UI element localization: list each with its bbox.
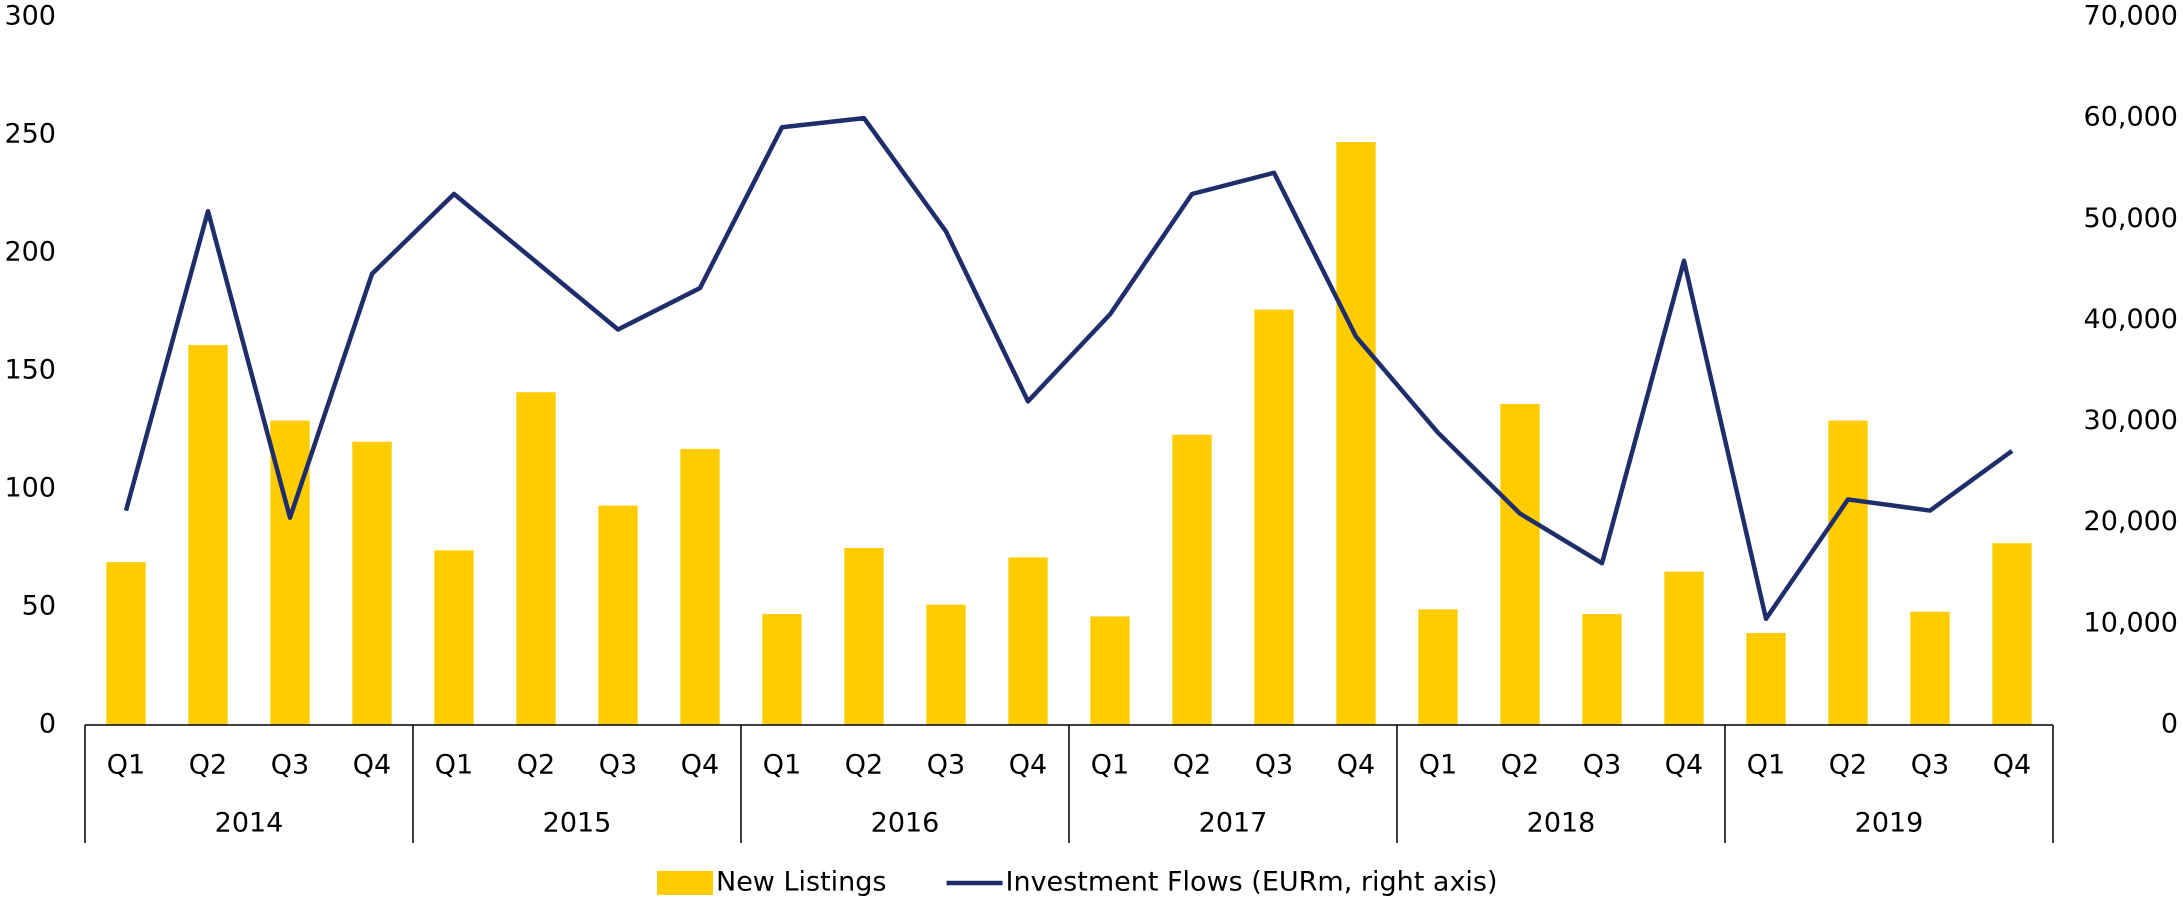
bar xyxy=(1254,309,1294,725)
x-tick-label: Q4 xyxy=(1665,750,1703,781)
bar xyxy=(516,392,556,725)
y-tick-label: 50 xyxy=(22,591,56,622)
bar xyxy=(680,448,720,725)
bar xyxy=(1992,543,2032,725)
line xyxy=(123,115,2014,622)
x-tick-label: Q3 xyxy=(599,750,637,781)
y-tick-label: 250 xyxy=(4,119,56,150)
x-tick-label: Q2 xyxy=(189,750,227,781)
group-label: 2019 xyxy=(1855,808,1924,839)
x-tick-label: Q4 xyxy=(1337,750,1375,781)
x-tick-label: Q3 xyxy=(271,750,309,781)
group-label: 2017 xyxy=(1199,808,1268,839)
y-tick-label: 200 xyxy=(4,237,56,268)
group-label: 2014 xyxy=(215,808,284,839)
legend-label: Investment Flows (EURm, right axis) xyxy=(1006,867,1498,898)
bar xyxy=(1336,142,1376,725)
bar xyxy=(352,441,392,725)
bar xyxy=(1582,614,1622,725)
x-tick-label: Q4 xyxy=(1993,750,2031,781)
y-tick-label: 100 xyxy=(4,473,56,504)
x-tick-label: Q1 xyxy=(107,750,145,781)
bar xyxy=(926,604,966,725)
bar xyxy=(762,614,802,725)
y-tick-label: 150 xyxy=(4,355,56,386)
bar xyxy=(1664,571,1704,725)
bar xyxy=(106,562,146,725)
bar xyxy=(1500,404,1540,725)
legend-label: New Listings xyxy=(716,867,887,898)
bar xyxy=(598,505,638,725)
x-tick-label: Q2 xyxy=(1829,750,1867,781)
x-tick-label: Q3 xyxy=(1255,750,1293,781)
group-label: 2015 xyxy=(543,808,612,839)
x-tick-label: Q1 xyxy=(1747,750,1785,781)
y2-tick-label: 0 xyxy=(2161,709,2178,740)
x-tick-label: Q2 xyxy=(1501,750,1539,781)
bar xyxy=(188,345,228,725)
y-tick-label: 0 xyxy=(39,709,56,740)
x-tick-label: Q4 xyxy=(353,750,391,781)
x-tick-label: Q1 xyxy=(1091,750,1129,781)
x-tick-label: Q1 xyxy=(763,750,801,781)
bar xyxy=(1910,611,1950,725)
x-tick-label: Q1 xyxy=(435,750,473,781)
bar xyxy=(1746,632,1786,725)
bar xyxy=(1172,434,1212,725)
x-tick-label: Q3 xyxy=(1911,750,1949,781)
bar xyxy=(1090,616,1130,725)
y2-tick-label: 40,000 xyxy=(2084,304,2178,335)
group-label: 2016 xyxy=(871,808,940,839)
bar xyxy=(1418,609,1458,725)
y2-tick-label: 50,000 xyxy=(2084,203,2178,234)
x-tick-label: Q2 xyxy=(517,750,555,781)
group-label: 2018 xyxy=(1527,808,1596,839)
y-tick-label: 300 xyxy=(4,1,56,32)
bar xyxy=(844,548,884,725)
x-tick-label: Q4 xyxy=(1009,750,1047,781)
x-tick-label: Q4 xyxy=(681,750,719,781)
y2-tick-label: 30,000 xyxy=(2084,405,2178,436)
x-tick-label: Q3 xyxy=(1583,750,1621,781)
bar xyxy=(1828,420,1868,725)
bar xyxy=(1008,557,1048,725)
x-tick-label: Q2 xyxy=(845,750,883,781)
x-tick-label: Q1 xyxy=(1419,750,1457,781)
y2-tick-label: 10,000 xyxy=(2084,607,2178,638)
x-tick-label: Q3 xyxy=(927,750,965,781)
y2-tick-label: 70,000 xyxy=(2084,1,2178,32)
y2-tick-label: 20,000 xyxy=(2084,506,2178,537)
y2-tick-label: 60,000 xyxy=(2084,102,2178,133)
legend-swatch xyxy=(657,871,713,895)
x-tick-label: Q2 xyxy=(1173,750,1211,781)
bar xyxy=(434,550,474,725)
